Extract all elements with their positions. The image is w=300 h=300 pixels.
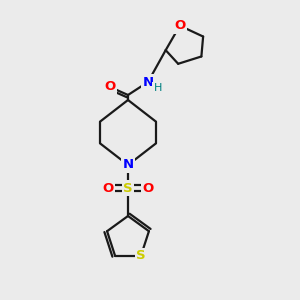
Text: S: S [123, 182, 133, 194]
Text: H: H [154, 83, 162, 93]
Text: O: O [174, 19, 185, 32]
Text: O: O [102, 182, 114, 194]
Text: N: N [122, 158, 134, 172]
Text: N: N [142, 76, 154, 88]
Text: O: O [104, 80, 116, 94]
Text: S: S [136, 249, 146, 262]
Text: O: O [142, 182, 154, 194]
